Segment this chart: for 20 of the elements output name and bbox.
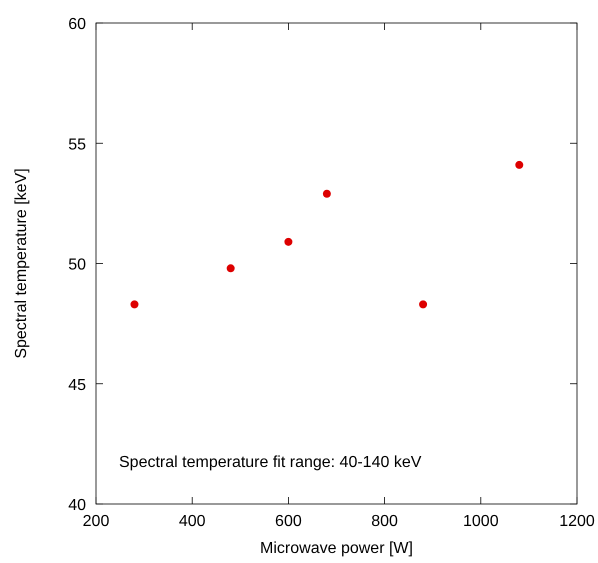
x-tick-label: 600 (275, 513, 302, 530)
x-tick-label: 1000 (463, 513, 499, 530)
x-tick-label: 200 (82, 513, 110, 530)
y-tick-label: 50 (68, 256, 86, 274)
point (322, 190, 331, 198)
point (226, 264, 235, 272)
y-tick-label: 45 (68, 376, 86, 394)
y-tick-label: 40 (68, 497, 86, 514)
x-tick-label: 400 (178, 513, 206, 530)
x-tick-label: 1200 (559, 513, 595, 530)
annotation: Spectral temperature fit range: 40-140 keV (119, 454, 422, 471)
x-axis-title: Microwave power [W] (260, 540, 413, 557)
x-tick-label: 800 (371, 513, 398, 530)
y-axis-title: Spectral temperature [keV] (13, 168, 30, 359)
point (130, 300, 138, 308)
y-tick-label: 60 (68, 16, 86, 33)
y-tick-label: 55 (68, 136, 86, 154)
point (284, 238, 292, 246)
point (419, 300, 428, 308)
point (515, 160, 524, 169)
